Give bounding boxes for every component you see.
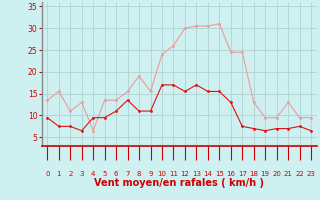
X-axis label: Vent moyen/en rafales ( km/h ): Vent moyen/en rafales ( km/h ) (94, 178, 264, 188)
